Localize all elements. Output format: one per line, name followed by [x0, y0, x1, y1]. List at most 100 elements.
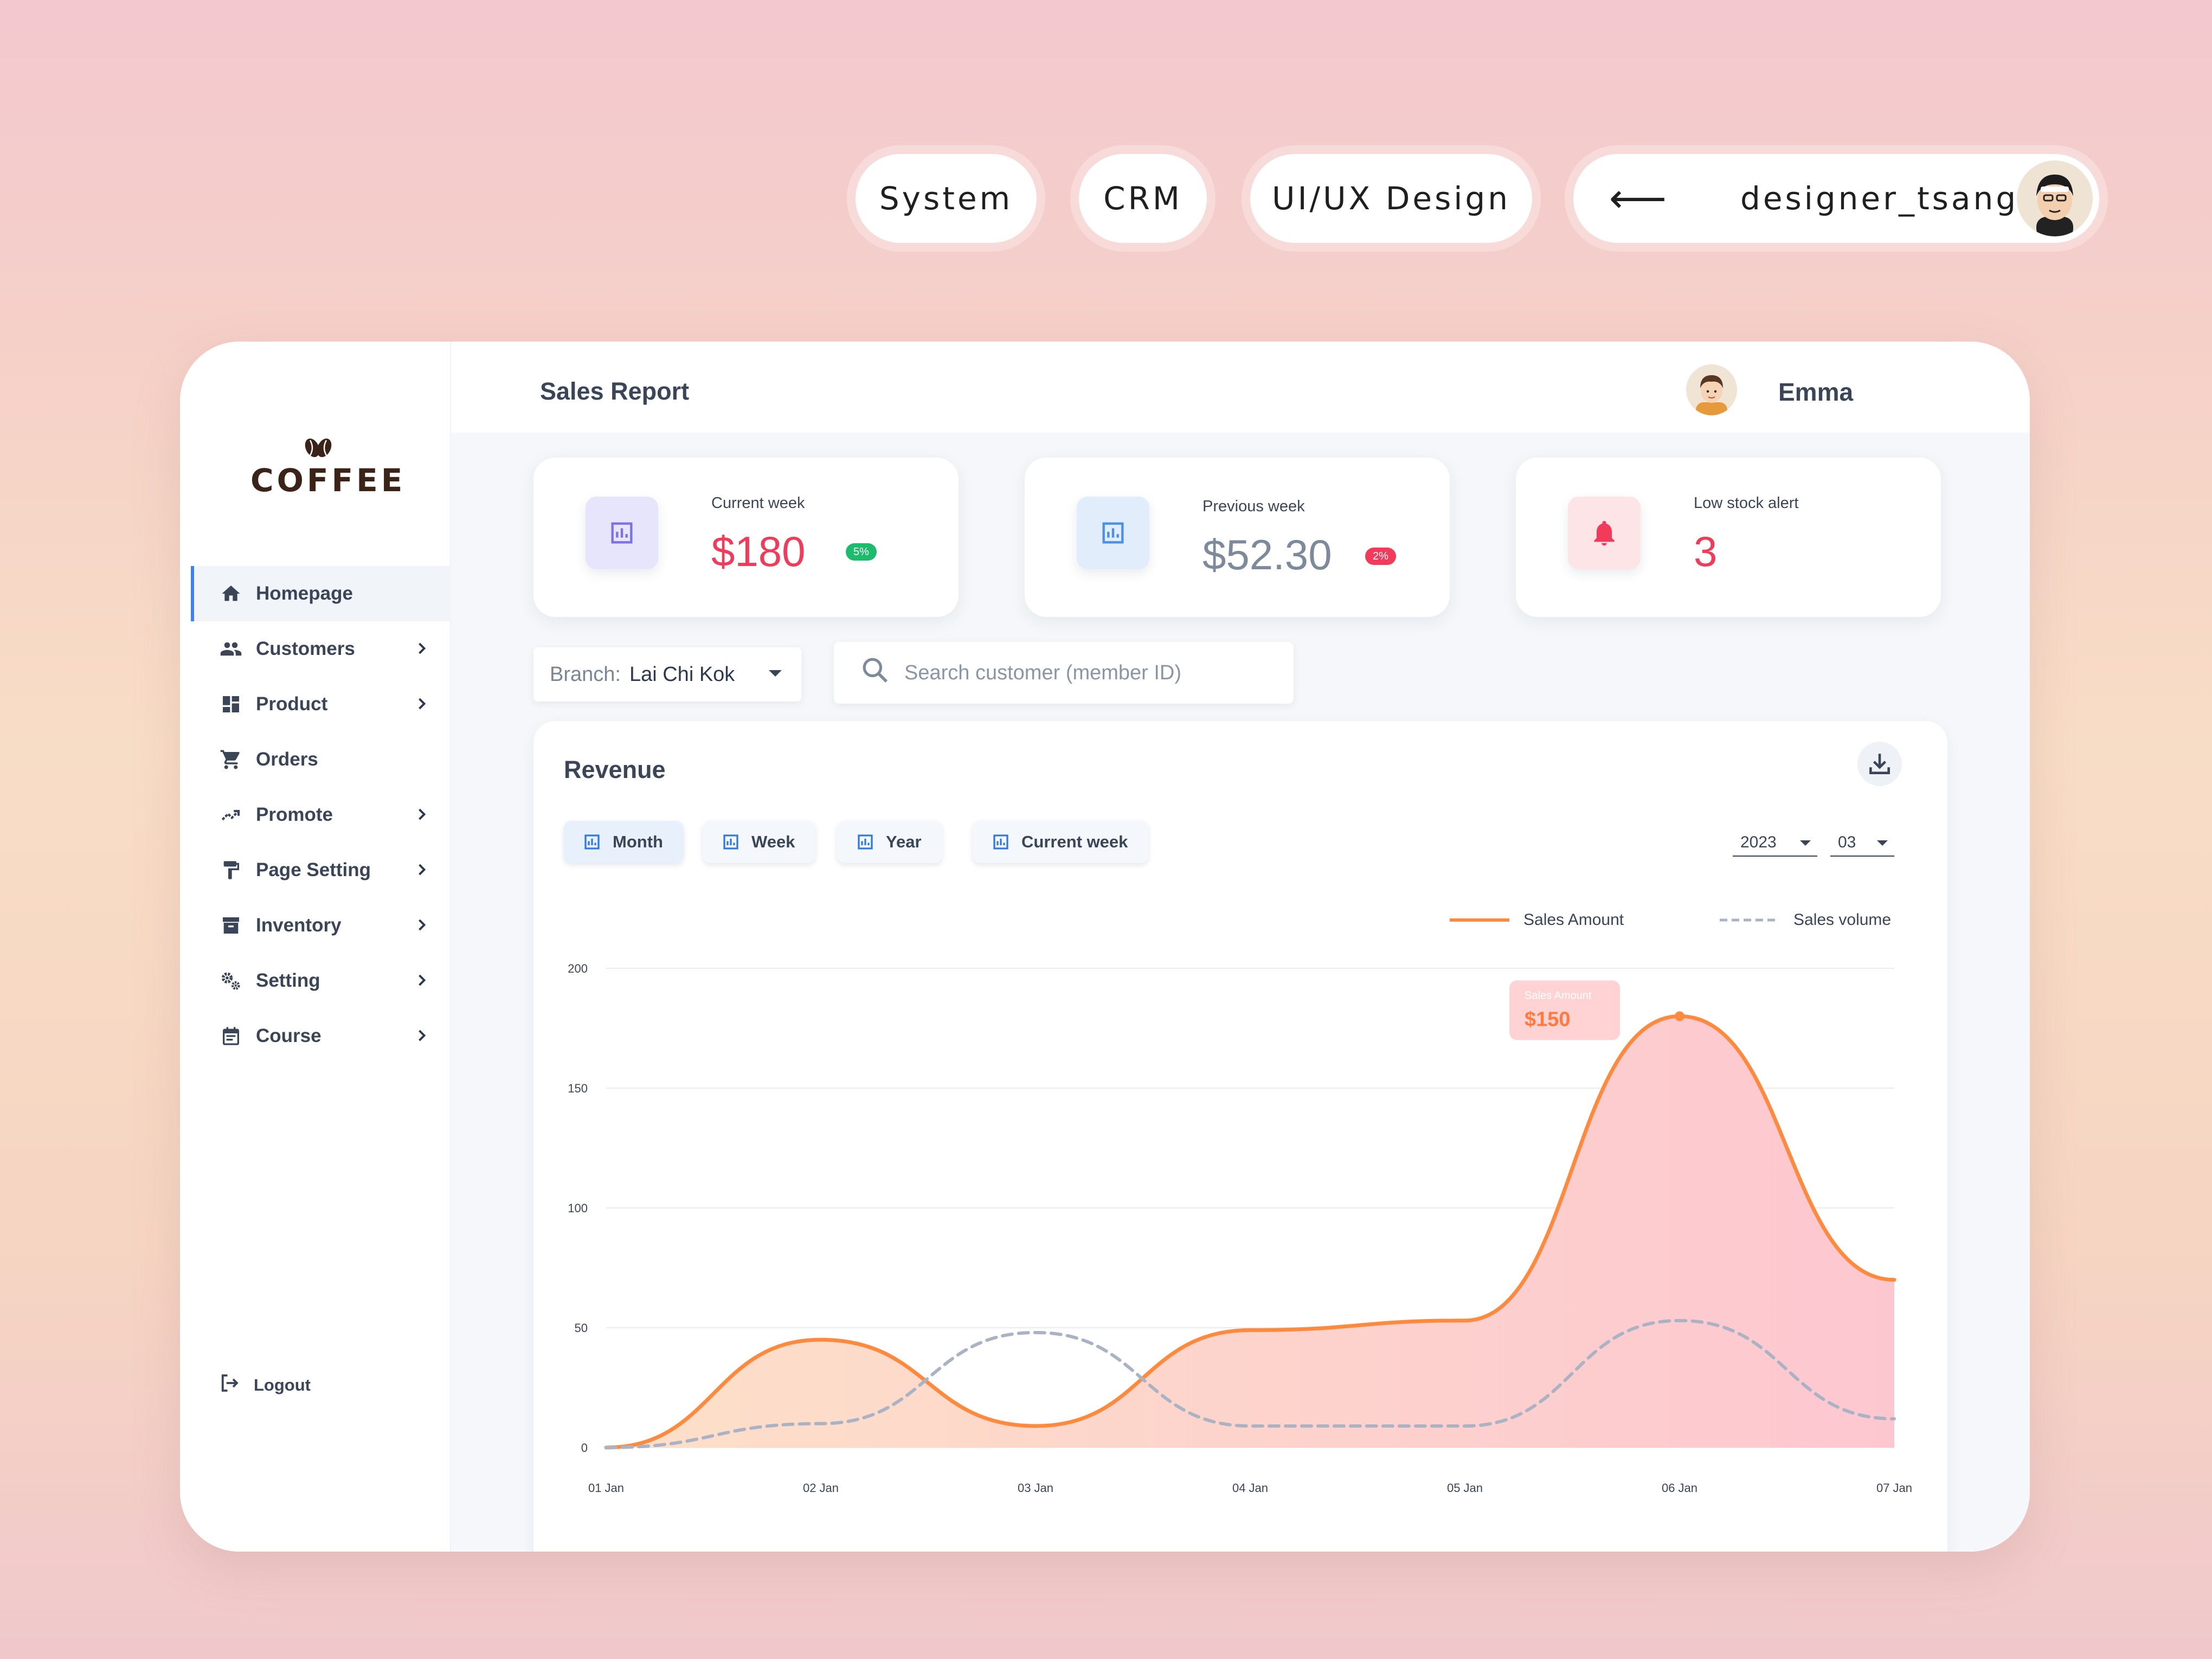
- main-content: Sales Report Emma Current week $180 5%: [451, 342, 2030, 1552]
- coffee-logo[interactable]: COFFEE: [250, 435, 406, 499]
- bar-chart-icon: [856, 832, 875, 852]
- stat-label: Previous week: [1203, 498, 1305, 515]
- year-select[interactable]: 2023: [1733, 829, 1817, 857]
- user-name: Emma: [1778, 378, 1854, 406]
- stat-label: Low stock alert: [1694, 494, 1799, 512]
- chevron-right-icon: [412, 860, 432, 884]
- branch-select[interactable]: Branch: Lai Chi Kok: [533, 647, 801, 702]
- download-button[interactable]: [1857, 742, 1902, 786]
- tab-month[interactable]: Month: [564, 821, 684, 863]
- author-avatar: [2017, 160, 2093, 236]
- cart-icon: [218, 747, 244, 773]
- sidebar-nav: Homepage Customers Product Orders Promot…: [191, 566, 451, 1064]
- y-tick-label: 200: [568, 962, 588, 975]
- sidebar-item-label: Page Setting: [256, 859, 371, 880]
- legend-sales-amount: Sales Amount: [1450, 911, 1624, 929]
- tooltip-box: [1509, 980, 1620, 1040]
- legend-sales-volume: Sales volume: [1720, 911, 1891, 929]
- caret-down-icon: [769, 670, 782, 677]
- series-line-sales-volume: [605, 1319, 1896, 1449]
- calendar-icon: [218, 1023, 244, 1049]
- stat-value: $52.30: [1203, 531, 1332, 578]
- branch-value: Lai Chi Kok: [629, 663, 735, 686]
- legend-label: Sales volume: [1793, 911, 1892, 929]
- legend-label: Sales Amount: [1523, 911, 1624, 929]
- legend-swatch-dashed: [1720, 918, 1779, 922]
- search-placeholder: Search customer (member ID): [904, 661, 1182, 684]
- y-tick-label: 50: [575, 1321, 588, 1335]
- tooltip-label: Sales Amount: [1525, 989, 1592, 1001]
- logout-icon: [218, 1372, 241, 1399]
- caret-down-icon: [1800, 840, 1811, 846]
- peak-point: [1675, 1011, 1684, 1021]
- x-tick-label: 01 Jan: [588, 1481, 624, 1495]
- legend-swatch-solid: [1450, 918, 1509, 922]
- app-window: COFFEE Homepage Customers Product Orders: [180, 342, 2030, 1552]
- logo-wordmark: COFFEE: [250, 462, 406, 499]
- tag-system-label: System: [879, 180, 1013, 217]
- bar-chart-icon: [991, 832, 1011, 852]
- sidebar-item-setting[interactable]: Setting: [191, 953, 451, 1008]
- sidebar-item-inventory[interactable]: Inventory: [191, 898, 451, 953]
- stat-tile: [1568, 497, 1641, 569]
- stat-badge: 5%: [846, 543, 877, 561]
- y-tick-label: 100: [568, 1201, 588, 1215]
- x-tick-label: 02 Jan: [803, 1481, 839, 1495]
- page-title: Sales Report: [540, 377, 690, 405]
- chevron-right-icon: [412, 915, 432, 940]
- chevron-right-icon: [412, 970, 432, 995]
- logout-button[interactable]: Logout: [218, 1372, 311, 1399]
- revenue-card: 0 50 100 150 200 01 Jan 02 Jan 03 Jan 04 Jan 05 J…: [533, 721, 1947, 1552]
- stat-card-current-week: Current week $180 5%: [533, 458, 959, 617]
- bell-icon: [1594, 520, 1615, 546]
- bar-chart-icon: [611, 522, 633, 544]
- tag-crm[interactable]: CRM: [1079, 154, 1207, 243]
- arrow-left-icon: ⟵: [1609, 175, 1667, 222]
- x-tick-label: 04 Jan: [1232, 1481, 1268, 1495]
- chevron-right-icon: [412, 1026, 432, 1050]
- bar-chart-icon: [582, 832, 602, 852]
- sidebar-item-label: Inventory: [256, 915, 342, 936]
- tag-system[interactable]: System: [856, 154, 1037, 243]
- logout-label: Logout: [254, 1375, 311, 1394]
- branch-label: Branch:: [550, 663, 621, 686]
- tab-current-week[interactable]: Current week: [973, 821, 1149, 863]
- revenue-chart: 0 50 100 150 200 01 Jan 02 Jan 03 Jan 04 Jan 05 J…: [568, 962, 1912, 1495]
- tab-label: Current week: [1021, 832, 1128, 851]
- tab-week[interactable]: Week: [703, 821, 816, 863]
- author-pill[interactable]: ⟵ designer_tsang: [1573, 154, 2099, 243]
- series-area-fill: [606, 1016, 1894, 1448]
- gears-icon: [218, 968, 244, 994]
- sidebar-item-homepage[interactable]: Homepage: [191, 566, 451, 621]
- dashboard-icon: [218, 691, 244, 717]
- tab-label: Month: [613, 832, 663, 851]
- stat-card-previous-week: Previous week $52.30 2%: [1025, 458, 1450, 617]
- x-tick-label: 03 Jan: [1018, 1481, 1053, 1495]
- tab-year[interactable]: Year: [837, 821, 942, 863]
- stat-value: 3: [1694, 528, 1718, 575]
- month-value: 03: [1838, 833, 1856, 851]
- sidebar-item-orders[interactable]: Orders: [191, 732, 451, 787]
- sidebar-item-page-setting[interactable]: Page Setting: [191, 843, 451, 898]
- tab-label: Year: [886, 832, 922, 851]
- tag-crm-label: CRM: [1103, 180, 1182, 217]
- sidebar-item-customers[interactable]: Customers: [191, 621, 451, 677]
- user-avatar[interactable]: [1686, 364, 1737, 415]
- tab-label: Week: [751, 832, 795, 851]
- chevron-right-icon: [412, 694, 432, 718]
- sidebar-item-product[interactable]: Product: [191, 677, 451, 732]
- month-select[interactable]: 03: [1830, 829, 1894, 857]
- sidebar-item-promote[interactable]: Promote: [191, 787, 451, 843]
- x-tick-label: 07 Jan: [1876, 1481, 1912, 1495]
- series-line-sales-amount: [604, 1014, 1896, 1450]
- chevron-right-icon: [412, 805, 432, 829]
- tag-uiux[interactable]: UI/UX Design: [1250, 154, 1532, 243]
- tag-uiux-label: UI/UX Design: [1272, 180, 1510, 217]
- search-customer-input[interactable]: Search customer (member ID): [834, 642, 1294, 704]
- y-tick-label: 0: [581, 1441, 588, 1455]
- sidebar-item-course[interactable]: Course: [191, 1008, 451, 1064]
- sidebar-item-label: Orders: [256, 749, 318, 770]
- trending-icon: [218, 802, 244, 828]
- stat-tile: [1077, 497, 1149, 569]
- search-icon: [860, 655, 890, 691]
